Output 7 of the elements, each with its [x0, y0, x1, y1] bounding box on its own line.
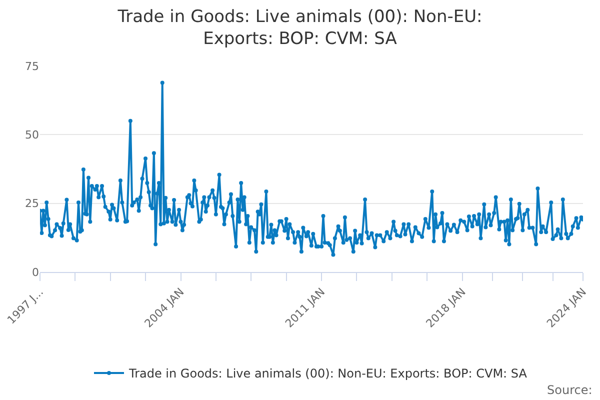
chart-title: Trade in Goods: Live animals (00): Non-EU: Exports: BOP: CVM: SA	[116, 7, 482, 50]
source-note: Source:	[547, 383, 592, 397]
legend-label: Trade in Goods: Live animals (00): Non-EU: Exports: BOP: CVM: SA	[128, 366, 528, 381]
y-tick-label: 75	[25, 60, 39, 73]
y-tick-label: 25	[25, 197, 39, 210]
y-tick-label: 0	[32, 266, 39, 279]
y-tick-label: 50	[25, 128, 39, 142]
